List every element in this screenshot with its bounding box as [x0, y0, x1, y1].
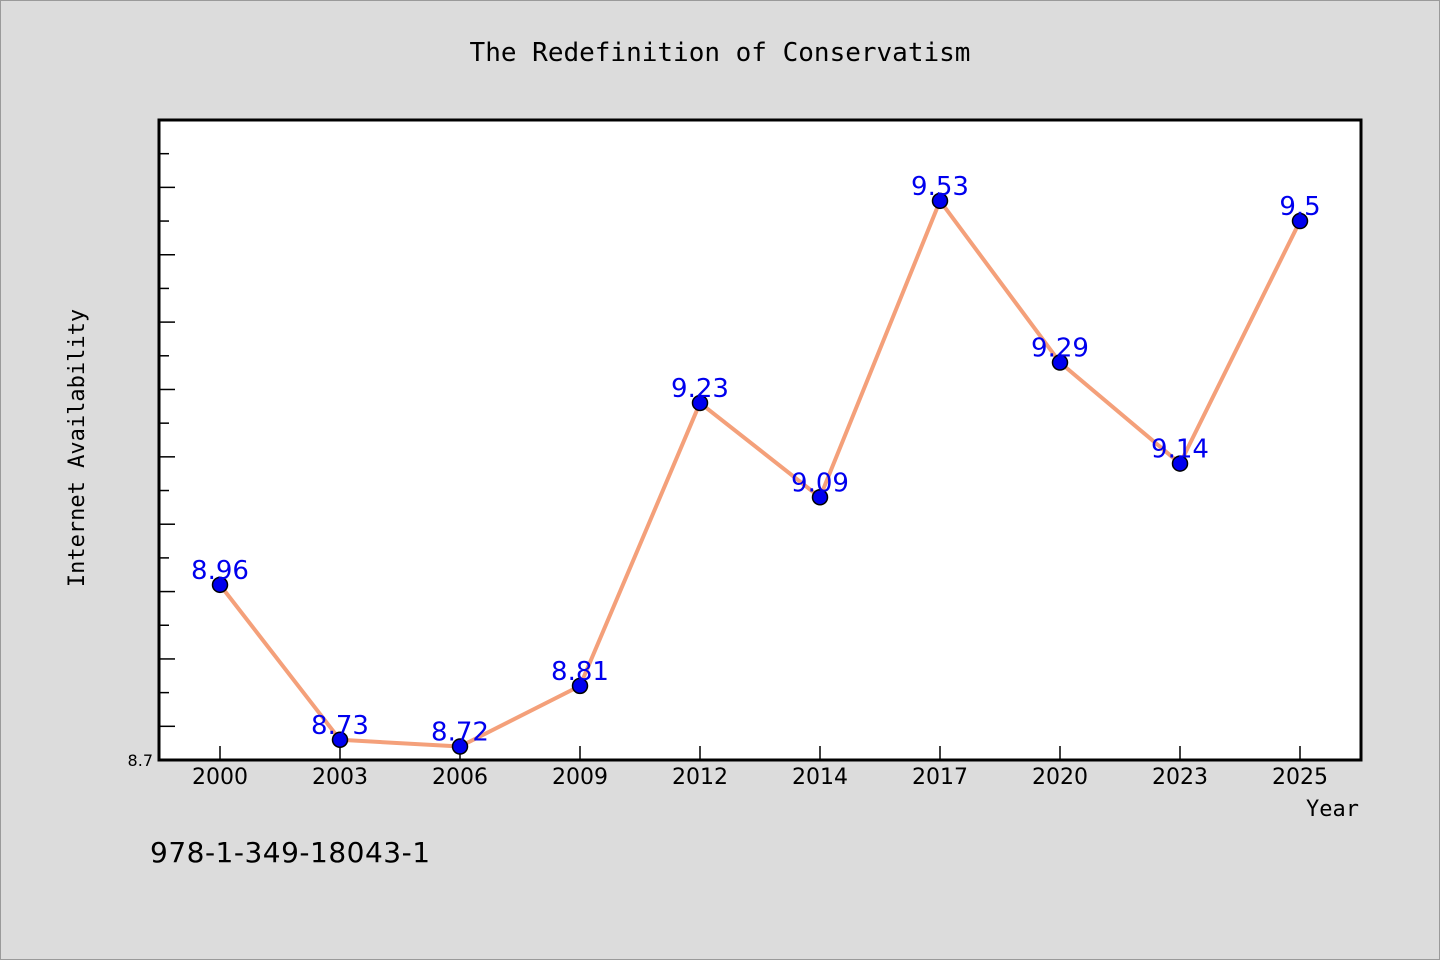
data-point	[931, 192, 949, 210]
plot-area	[157, 118, 1363, 762]
data-point	[1291, 212, 1309, 230]
y-axis-tick-labels: 8.7	[128, 751, 153, 770]
x-tick-label: 2000	[192, 765, 248, 790]
data-point	[1171, 455, 1189, 472]
data-point	[811, 489, 829, 506]
x-tick-label: 2003	[312, 765, 368, 790]
x-tick-label: 2020	[1032, 765, 1088, 790]
x-tick-label: 2017	[912, 765, 968, 790]
x-tick-label: 2009	[552, 765, 608, 790]
data-label: 9.23	[671, 374, 729, 404]
data-label: 8.73	[311, 711, 369, 741]
data-label: 9.29	[1031, 334, 1089, 364]
data-point	[571, 677, 589, 695]
isbn-text: 978-1-349-18043-1	[150, 836, 431, 869]
data-point	[211, 576, 229, 594]
data-label: 8.81	[551, 657, 609, 687]
data-label: 9.14	[1151, 435, 1209, 465]
data-label: 9.53	[911, 172, 969, 202]
y-axis-ticks	[159, 152, 175, 761]
data-label: 8.96	[191, 556, 249, 586]
x-tick-label: 2012	[672, 765, 728, 790]
data-point	[331, 731, 349, 749]
x-axis-tick-labels: 2000 2003 2006 2009 2012 2014 2017 2020 2023 2025	[192, 765, 1328, 790]
data-markers	[211, 192, 1309, 755]
x-axis-label: Year	[1306, 797, 1359, 822]
x-tick-label: 2025	[1272, 765, 1328, 790]
x-tick-label: 2014	[792, 765, 848, 790]
data-point	[451, 738, 469, 755]
x-tick-label: 2006	[432, 765, 488, 790]
data-label: 9.09	[791, 468, 849, 498]
series-line	[218, 198, 1302, 749]
data-label: 9.5	[1279, 192, 1320, 222]
data-point	[1051, 354, 1069, 371]
chart-title: The Redefinition of Conservatism	[470, 38, 971, 68]
y-tick-label: 8.7	[128, 751, 153, 770]
data-point	[691, 394, 709, 412]
y-axis-label: Internet Availability	[65, 309, 90, 587]
data-label: 8.72	[431, 718, 489, 748]
x-tick-label: 2023	[1152, 765, 1208, 790]
data-labels: 8.96 8.73 8.72 8.81 9.23 9.09 9.53 9.29 9.14 9.5	[191, 172, 1321, 748]
